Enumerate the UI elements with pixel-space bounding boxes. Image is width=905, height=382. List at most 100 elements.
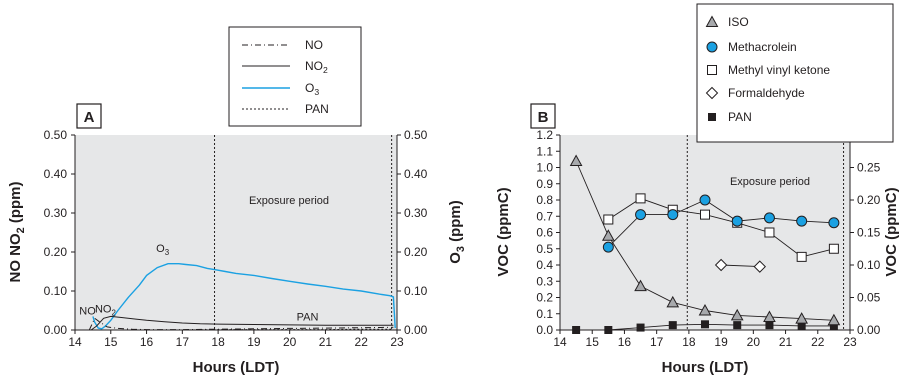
data-point-methacrolein xyxy=(635,209,647,221)
y2-tick-label: 0.00 xyxy=(857,323,881,337)
data-point-methyl-vinyl-ketone xyxy=(796,251,807,262)
x-tick-label: 19 xyxy=(714,335,728,349)
panel-letter-box xyxy=(530,103,556,129)
y2-tick-label: 0.10 xyxy=(857,258,881,272)
data-point-methacrolein xyxy=(602,241,614,253)
legend-label-no: NO xyxy=(305,38,323,52)
y-tick-label: 0.7 xyxy=(536,209,553,223)
data-point-pan xyxy=(572,326,581,334)
y-tick-label: 0.9 xyxy=(536,177,553,191)
y2-tick-label: 0.25 xyxy=(857,161,881,175)
series-line-o3 xyxy=(92,263,396,330)
y2-tick-label: 0.30 xyxy=(404,206,428,220)
legend: ISO Methacrolein Methyl vinyl ketone Formal… xyxy=(696,3,894,143)
data-point-pan xyxy=(604,326,613,334)
chart-panel-b: Exposure period 14 15 16 17 18 19 20 21 22 23 0.0 0.… xyxy=(495,3,900,376)
legend-box xyxy=(228,26,362,127)
legend-label-methyl-vinyl-ketone: Methyl vinyl ketone xyxy=(728,63,830,77)
legend-label-iso: ISO xyxy=(728,15,749,29)
data-point-formaldehyde xyxy=(753,260,766,273)
x-tick-label: 20 xyxy=(283,335,297,349)
y2-tick-label: 0.50 xyxy=(404,128,428,142)
x-tick-label: 16 xyxy=(140,335,154,349)
y-tick-label: 0.10 xyxy=(44,284,68,298)
data-point-methyl-vinyl-ketone xyxy=(828,243,839,254)
legend-label-pan: PAN xyxy=(305,102,329,116)
x-tick-label: 20 xyxy=(747,335,761,349)
exposure-period-label: Exposure period xyxy=(249,195,329,207)
y2-axis-label-group: VOC (ppmC) xyxy=(883,187,900,276)
x-tick-label: 23 xyxy=(390,335,404,349)
y-tick-label: 0.8 xyxy=(536,193,553,207)
legend-label-o3: O3 xyxy=(305,81,319,97)
x-tick-label: 15 xyxy=(586,335,600,349)
panel-letter-box xyxy=(76,103,102,129)
y-axis-label: VOC (ppmC) xyxy=(495,187,512,276)
y-tick-label: 0.3 xyxy=(536,274,553,288)
legend-label-formaldehyde: Formaldehyde xyxy=(728,86,805,100)
data-point-methyl-vinyl-ketone xyxy=(700,209,710,220)
data-point-iso xyxy=(763,310,776,322)
data-point-iso xyxy=(795,312,809,324)
data-point-methacrolein xyxy=(699,194,711,206)
legend: NO NO2 O3 PAN xyxy=(228,26,362,127)
y-axis-label-group: NO NO2 (ppm) xyxy=(7,181,27,282)
data-point-iso xyxy=(827,313,841,326)
data-point-pan xyxy=(829,321,838,330)
y-tick-label: 0.2 xyxy=(536,291,553,305)
x-axis-label: Hours (LDT) xyxy=(662,359,749,376)
data-point-methacrolein xyxy=(828,217,840,229)
x-tick-label: 17 xyxy=(650,335,664,349)
legend-label-methacrolein: Methacrolein xyxy=(728,40,797,54)
plot-area xyxy=(75,135,397,330)
legend-box xyxy=(696,3,894,143)
data-point-methyl-vinyl-ketone xyxy=(764,227,775,238)
y-tick-label: 0.5 xyxy=(536,242,553,256)
data-point-methyl-vinyl-ketone xyxy=(603,214,614,225)
data-point-formaldehyde xyxy=(714,258,728,272)
panel-letter: B xyxy=(538,109,549,126)
x-tick-label: 21 xyxy=(779,335,793,349)
data-point-iso xyxy=(569,154,583,166)
data-point-methacrolein xyxy=(731,215,743,227)
legend-marker-methyl-vinyl-ketone xyxy=(707,65,717,75)
series-line-formaldehyde xyxy=(721,264,760,268)
y-tick-label: 0.00 xyxy=(44,323,68,337)
data-point-iso xyxy=(601,229,615,241)
x-tick-label: 14 xyxy=(553,335,567,349)
y-tick-label: 0.4 xyxy=(536,258,553,272)
exposure-period-label: Exposure period xyxy=(730,176,810,188)
y-tick-label: 1.2 xyxy=(536,128,553,142)
data-point-pan xyxy=(797,321,806,330)
y-tick-label: 0.30 xyxy=(44,206,68,220)
y-axis-label: NO NO2 (ppm) xyxy=(7,181,27,282)
panel-letter: A xyxy=(84,109,95,126)
data-point-methyl-vinyl-ketone xyxy=(635,193,646,204)
x-tick-label: 16 xyxy=(618,335,632,349)
legend-marker-formaldehyde xyxy=(705,86,719,100)
x-tick-label: 23 xyxy=(843,335,857,349)
series-line-no2 xyxy=(90,315,394,331)
data-point-iso xyxy=(634,279,647,292)
data-point-pan xyxy=(636,323,645,332)
data-point-iso xyxy=(666,295,680,308)
data-point-iso xyxy=(730,308,744,321)
legend-label-no2: NO2 xyxy=(305,59,328,75)
data-point-pan xyxy=(765,321,774,330)
x-tick-label: 17 xyxy=(176,335,190,349)
x-tick-label: 15 xyxy=(104,335,118,349)
plot-area xyxy=(560,135,850,330)
y2-axis-label: VOC (ppmC) xyxy=(883,187,900,276)
y2-tick-label: 0.20 xyxy=(404,245,428,259)
annotation-o3: O3 xyxy=(156,243,170,257)
data-point-methacrolein xyxy=(667,209,679,221)
annotation-pan: PAN xyxy=(297,311,319,323)
legend-marker-iso xyxy=(705,15,719,27)
y2-tick-label: 0.10 xyxy=(404,284,428,298)
y-tick-label: 0.40 xyxy=(44,167,68,181)
annotation-no: NO xyxy=(79,305,96,317)
x-tick-label: 22 xyxy=(355,335,369,349)
y-tick-label: 0.0 xyxy=(536,323,553,337)
